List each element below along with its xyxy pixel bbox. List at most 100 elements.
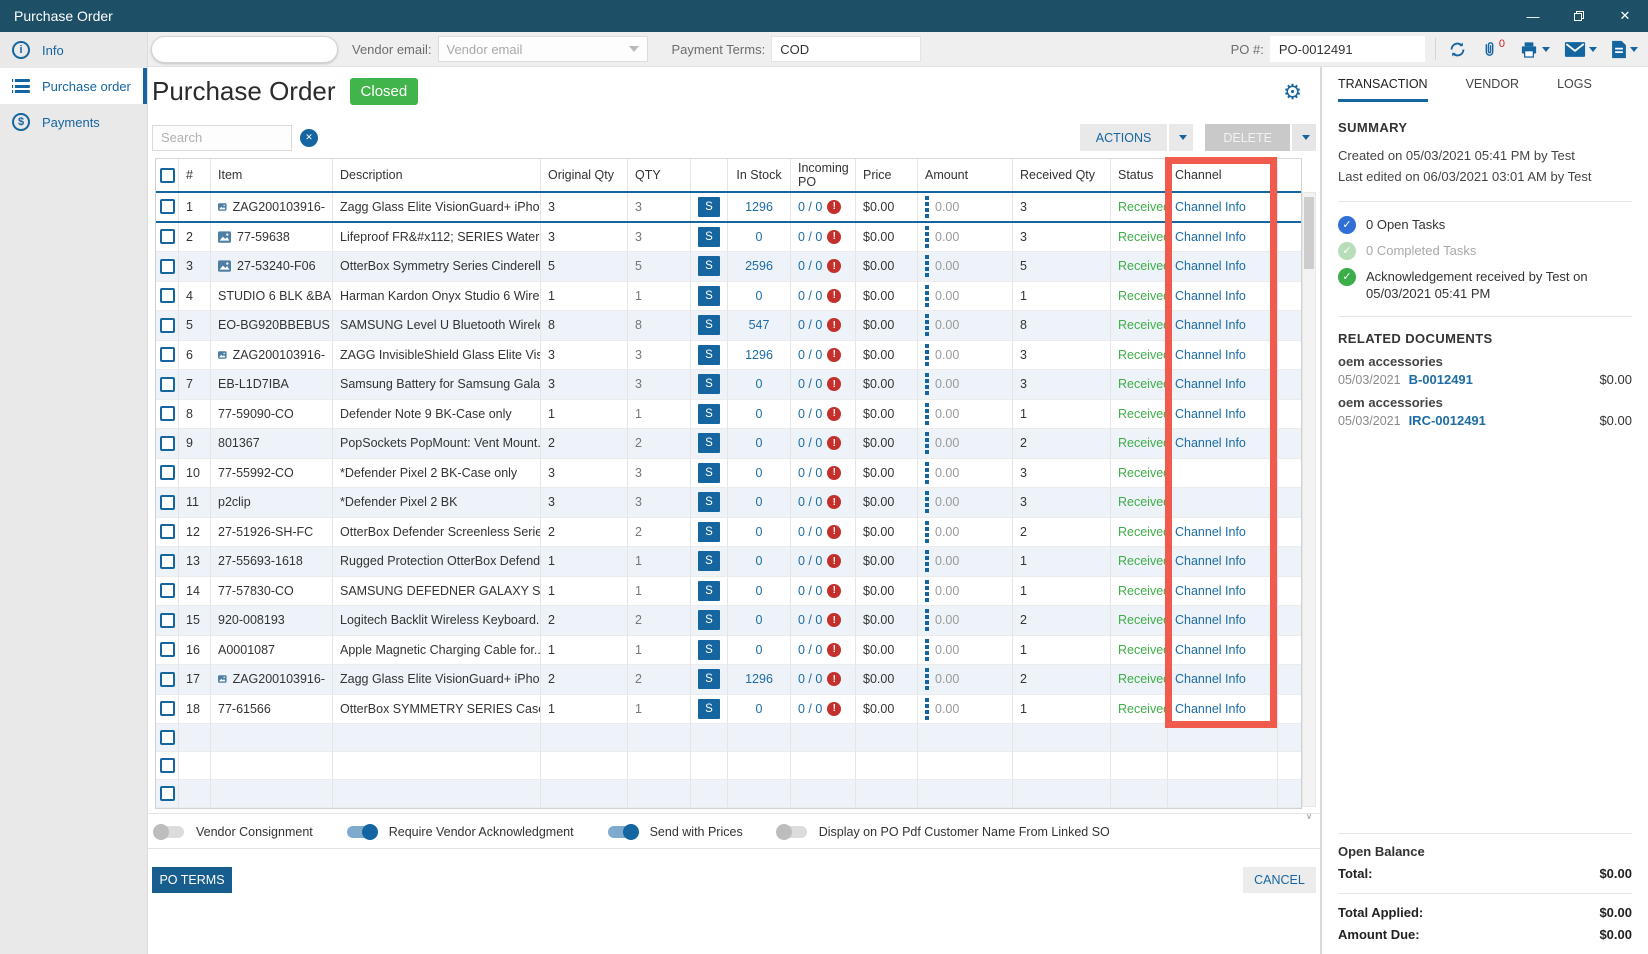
channel-info-link[interactable]: Channel Info: [1175, 407, 1246, 421]
price[interactable]: $0.00: [856, 577, 918, 606]
toggle-switch[interactable]: [777, 826, 807, 838]
price[interactable]: $0.00: [856, 547, 918, 576]
amount[interactable]: 0.00: [935, 525, 959, 539]
price[interactable]: $0.00: [856, 606, 918, 635]
channel-info-link[interactable]: Channel Info: [1175, 584, 1246, 598]
original-qty[interactable]: 2: [541, 606, 628, 635]
item-cell[interactable]: p2clip: [211, 488, 333, 517]
price[interactable]: $0.00: [856, 665, 918, 694]
qty[interactable]: 1: [628, 577, 691, 606]
stock-badge[interactable]: S: [698, 404, 720, 424]
in-stock-link[interactable]: 0: [728, 606, 791, 635]
row-menu-icon[interactable]: [925, 403, 929, 425]
document-button[interactable]: [1611, 40, 1638, 59]
incoming-po-value[interactable]: 0 / 0: [798, 407, 822, 421]
incoming-po-value[interactable]: 0 / 0: [798, 525, 822, 539]
price[interactable]: $0.00: [856, 459, 918, 488]
minimize-button[interactable]: —: [1510, 0, 1556, 32]
amount[interactable]: 0.00: [935, 672, 959, 686]
sidebar-item-purchase-order[interactable]: Purchase order: [0, 68, 147, 104]
item-description[interactable]: Logitech Backlit Wireless Keyboard...: [333, 606, 541, 635]
item-description[interactable]: Zagg Glass Elite VisionGuard+ iPho...: [333, 665, 541, 694]
item-description[interactable]: OtterBox SYMMETRY SERIES Case for...: [333, 695, 541, 724]
original-qty[interactable]: 1: [541, 636, 628, 665]
in-stock-link[interactable]: 0: [728, 223, 791, 252]
channel-info-link[interactable]: Channel Info: [1175, 613, 1246, 627]
item-cell[interactable]: ZAG200103916-: [211, 193, 333, 221]
row-menu-icon[interactable]: [925, 580, 929, 602]
qty[interactable]: 3: [628, 193, 691, 221]
related-doc-link[interactable]: IRC-0012491: [1409, 413, 1486, 428]
amount[interactable]: 0.00: [935, 702, 959, 716]
item-description[interactable]: SAMSUNG DEFEDNER GALAXY S9 BIG...: [333, 577, 541, 606]
sidebar-item-payments[interactable]: $ Payments: [0, 104, 147, 140]
sidebar-item-info[interactable]: i Info: [0, 32, 147, 68]
original-qty[interactable]: 5: [541, 252, 628, 281]
item-description[interactable]: *Defender Pixel 2 BK-Case only: [333, 459, 541, 488]
item-cell[interactable]: 77-59638: [211, 223, 333, 252]
item-description[interactable]: SAMSUNG Level U Bluetooth Wireles...: [333, 311, 541, 340]
row-menu-icon[interactable]: [925, 314, 929, 336]
original-qty[interactable]: 2: [541, 429, 628, 458]
incoming-po-value[interactable]: 0 / 0: [798, 200, 822, 214]
in-stock-link[interactable]: 1296: [728, 341, 791, 370]
item-cell[interactable]: ZAG200103916-: [211, 341, 333, 370]
row-menu-icon[interactable]: [925, 432, 929, 454]
in-stock-link[interactable]: 0: [728, 370, 791, 399]
amount[interactable]: 0.00: [935, 407, 959, 421]
row-checkbox[interactable]: [160, 377, 175, 392]
row-checkbox[interactable]: [160, 730, 175, 745]
row-checkbox[interactable]: [160, 554, 175, 569]
channel-info-link[interactable]: Channel Info: [1175, 643, 1246, 657]
qty[interactable]: 2: [628, 518, 691, 547]
row-checkbox[interactable]: [160, 318, 175, 333]
item-description[interactable]: PopSockets PopMount: Vent Mount...: [333, 429, 541, 458]
channel-info-link[interactable]: Channel Info: [1175, 318, 1246, 332]
stock-badge[interactable]: S: [698, 669, 720, 689]
row-checkbox[interactable]: [160, 786, 175, 801]
stock-badge[interactable]: S: [698, 492, 720, 512]
row-checkbox[interactable]: [160, 436, 175, 451]
actions-button[interactable]: ACTIONS: [1080, 124, 1168, 151]
original-qty[interactable]: 3: [541, 370, 628, 399]
row-checkbox[interactable]: [160, 199, 175, 214]
in-stock-link[interactable]: 547: [728, 311, 791, 340]
stock-badge[interactable]: S: [698, 640, 720, 660]
price[interactable]: $0.00: [856, 400, 918, 429]
qty[interactable]: 1: [628, 547, 691, 576]
toggle-switch[interactable]: [608, 826, 638, 838]
in-stock-link[interactable]: 0: [728, 518, 791, 547]
qty[interactable]: 2: [628, 665, 691, 694]
row-checkbox[interactable]: [160, 672, 175, 687]
amount[interactable]: 0.00: [935, 289, 959, 303]
row-menu-icon[interactable]: [925, 491, 929, 513]
original-qty[interactable]: 3: [541, 459, 628, 488]
price[interactable]: $0.00: [856, 518, 918, 547]
incoming-po-value[interactable]: 0 / 0: [798, 466, 822, 480]
row-checkbox[interactable]: [160, 613, 175, 628]
incoming-po-value[interactable]: 0 / 0: [798, 613, 822, 627]
print-button[interactable]: [1519, 40, 1550, 59]
in-stock-link[interactable]: 2596: [728, 252, 791, 281]
incoming-po-value[interactable]: 0 / 0: [798, 259, 822, 273]
item-cell[interactable]: 27-55693-1618: [211, 547, 333, 576]
incoming-po-value[interactable]: 0 / 0: [798, 672, 822, 686]
qty[interactable]: 3: [628, 370, 691, 399]
original-qty[interactable]: 3: [541, 488, 628, 517]
stock-badge[interactable]: S: [698, 433, 720, 453]
price[interactable]: $0.00: [856, 695, 918, 724]
stock-badge[interactable]: S: [698, 522, 720, 542]
item-cell[interactable]: STUDIO 6 BLK &BAC: [211, 282, 333, 311]
channel-info-link[interactable]: Channel Info: [1175, 259, 1246, 273]
incoming-po-value[interactable]: 0 / 0: [798, 377, 822, 391]
cancel-button[interactable]: CANCEL: [1243, 867, 1316, 893]
vendor-email-dropdown[interactable]: Vendor email: [438, 36, 648, 62]
incoming-po-value[interactable]: 0 / 0: [798, 436, 822, 450]
channel-info-link[interactable]: Channel Info: [1175, 230, 1246, 244]
stock-badge[interactable]: S: [698, 610, 720, 630]
item-cell[interactable]: 27-51926-SH-FC: [211, 518, 333, 547]
channel-info-link[interactable]: Channel Info: [1175, 702, 1246, 716]
stock-badge[interactable]: S: [698, 197, 720, 217]
row-checkbox[interactable]: [160, 259, 175, 274]
price[interactable]: $0.00: [856, 311, 918, 340]
